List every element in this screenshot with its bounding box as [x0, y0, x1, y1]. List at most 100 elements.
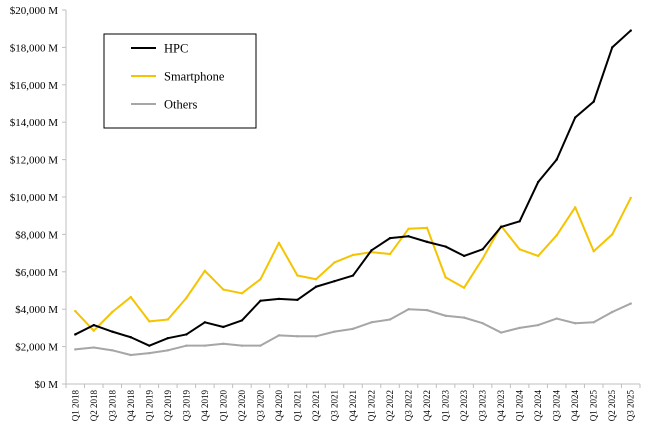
- x-tick-label: Q1 2018: [70, 390, 80, 422]
- data-point-others: [629, 302, 632, 305]
- data-point-others: [592, 321, 595, 324]
- data-point-smartphone: [518, 248, 521, 251]
- legend-label-others: Others: [164, 98, 197, 112]
- data-point-others: [333, 330, 336, 333]
- y-tick-label: $6,000 M: [15, 267, 58, 279]
- data-point-others: [185, 344, 188, 347]
- y-tick-label: $0 M: [34, 379, 58, 391]
- data-point-smartphone: [74, 309, 77, 313]
- x-tick-label: Q2 2018: [89, 390, 99, 422]
- data-point-hpc: [296, 298, 299, 302]
- x-tick-label: Q2 2020: [237, 390, 247, 422]
- data-point-others: [407, 308, 410, 311]
- data-point-smartphone: [296, 274, 299, 277]
- x-tick-label: Q1 2023: [441, 390, 451, 422]
- data-point-smartphone: [388, 252, 392, 256]
- data-point-smartphone: [351, 253, 355, 257]
- data-point-hpc: [259, 299, 262, 302]
- x-tick-label: Q1 2022: [367, 390, 377, 421]
- data-point-smartphone: [333, 261, 336, 264]
- y-tick-label: $10,000 M: [10, 192, 59, 204]
- data-point-others: [277, 334, 281, 337]
- x-axis: Q1 2018 Q2 2018 Q3 2018 Q4 2018 Q1 2019 Q2 20…: [65, 383, 641, 422]
- y-tick-label: $16,000 M: [10, 80, 59, 92]
- x-tick-label: Q2 2024: [533, 390, 543, 422]
- x-tick-label: Q2 2025: [607, 390, 617, 422]
- series-smartphone: [74, 196, 632, 332]
- x-tick-label: Q3 2024: [552, 390, 562, 422]
- data-point-hpc: [129, 336, 133, 339]
- data-point-hpc: [370, 249, 373, 252]
- data-point-others: [370, 321, 373, 324]
- data-point-smartphone: [462, 286, 466, 289]
- data-point-hpc: [74, 333, 77, 336]
- data-point-others: [536, 323, 540, 327]
- data-point-others: [425, 308, 429, 312]
- data-point-others: [296, 335, 299, 338]
- x-tick-label: Q4 2019: [200, 390, 210, 422]
- data-point-hpc: [185, 333, 188, 336]
- data-point-hpc: [518, 220, 521, 223]
- data-point-smartphone: [129, 295, 133, 299]
- legend-box: [103, 33, 257, 129]
- data-point-others: [314, 335, 318, 338]
- series-layer: [74, 29, 632, 357]
- x-tick-label: Q4 2023: [496, 390, 506, 422]
- x-tick-label: Q1 2025: [589, 390, 599, 422]
- data-point-hpc: [555, 158, 558, 161]
- y-tick-label: $18,000 M: [10, 42, 59, 54]
- data-point-hpc: [462, 254, 466, 258]
- data-point-hpc: [444, 245, 447, 248]
- data-point-hpc: [536, 180, 540, 184]
- data-point-smartphone: [259, 278, 262, 281]
- data-point-others: [499, 331, 503, 334]
- data-point-hpc: [611, 46, 614, 49]
- data-point-hpc: [203, 321, 207, 324]
- data-point-hpc: [277, 297, 281, 301]
- y-tick-label: $8,000 M: [15, 229, 58, 241]
- data-point-smartphone: [444, 276, 447, 279]
- data-point-others: [444, 314, 447, 317]
- x-tick-label: Q4 2024: [570, 390, 580, 422]
- data-point-hpc: [629, 29, 632, 32]
- x-tick-label: Q4 2021: [348, 390, 358, 421]
- x-tick-label: Q1 2020: [218, 390, 228, 422]
- data-point-others: [481, 322, 484, 325]
- series-hpc: [74, 29, 632, 347]
- data-point-smartphone: [148, 320, 151, 323]
- data-point-hpc: [592, 100, 595, 103]
- data-point-hpc: [481, 248, 484, 251]
- x-tick-label: Q4 2022: [422, 390, 432, 421]
- x-tick-label: Q3 2022: [404, 390, 414, 421]
- data-point-smartphone: [481, 257, 484, 260]
- legend-label-smartphone: Smartphone: [164, 70, 225, 84]
- data-point-others: [611, 310, 614, 314]
- data-point-others: [203, 344, 207, 347]
- x-tick-label: Q1 2021: [292, 390, 302, 421]
- data-point-others: [573, 322, 577, 325]
- data-point-others: [388, 318, 392, 321]
- data-point-smartphone: [92, 329, 95, 332]
- data-point-smartphone: [277, 241, 281, 245]
- data-point-smartphone: [203, 269, 207, 273]
- x-tick-label: Q4 2018: [126, 390, 136, 422]
- data-point-others: [240, 344, 244, 347]
- data-point-others: [148, 351, 151, 355]
- data-point-hpc: [351, 274, 355, 277]
- data-point-others: [351, 327, 355, 331]
- data-point-smartphone: [629, 196, 632, 200]
- x-tick-label: Q3 2019: [181, 390, 191, 422]
- data-point-smartphone: [425, 226, 429, 230]
- data-point-others: [74, 348, 77, 351]
- y-tick-label: $20,000 M: [10, 5, 59, 17]
- data-point-hpc: [166, 336, 170, 340]
- data-point-smartphone: [573, 206, 577, 209]
- x-tick-label: Q4 2020: [274, 390, 284, 422]
- series-line-smartphone: [74, 197, 632, 332]
- data-point-smartphone: [185, 296, 188, 300]
- x-tick-label: Q2 2023: [459, 390, 469, 422]
- data-point-hpc: [333, 279, 336, 283]
- data-point-hpc: [314, 285, 318, 288]
